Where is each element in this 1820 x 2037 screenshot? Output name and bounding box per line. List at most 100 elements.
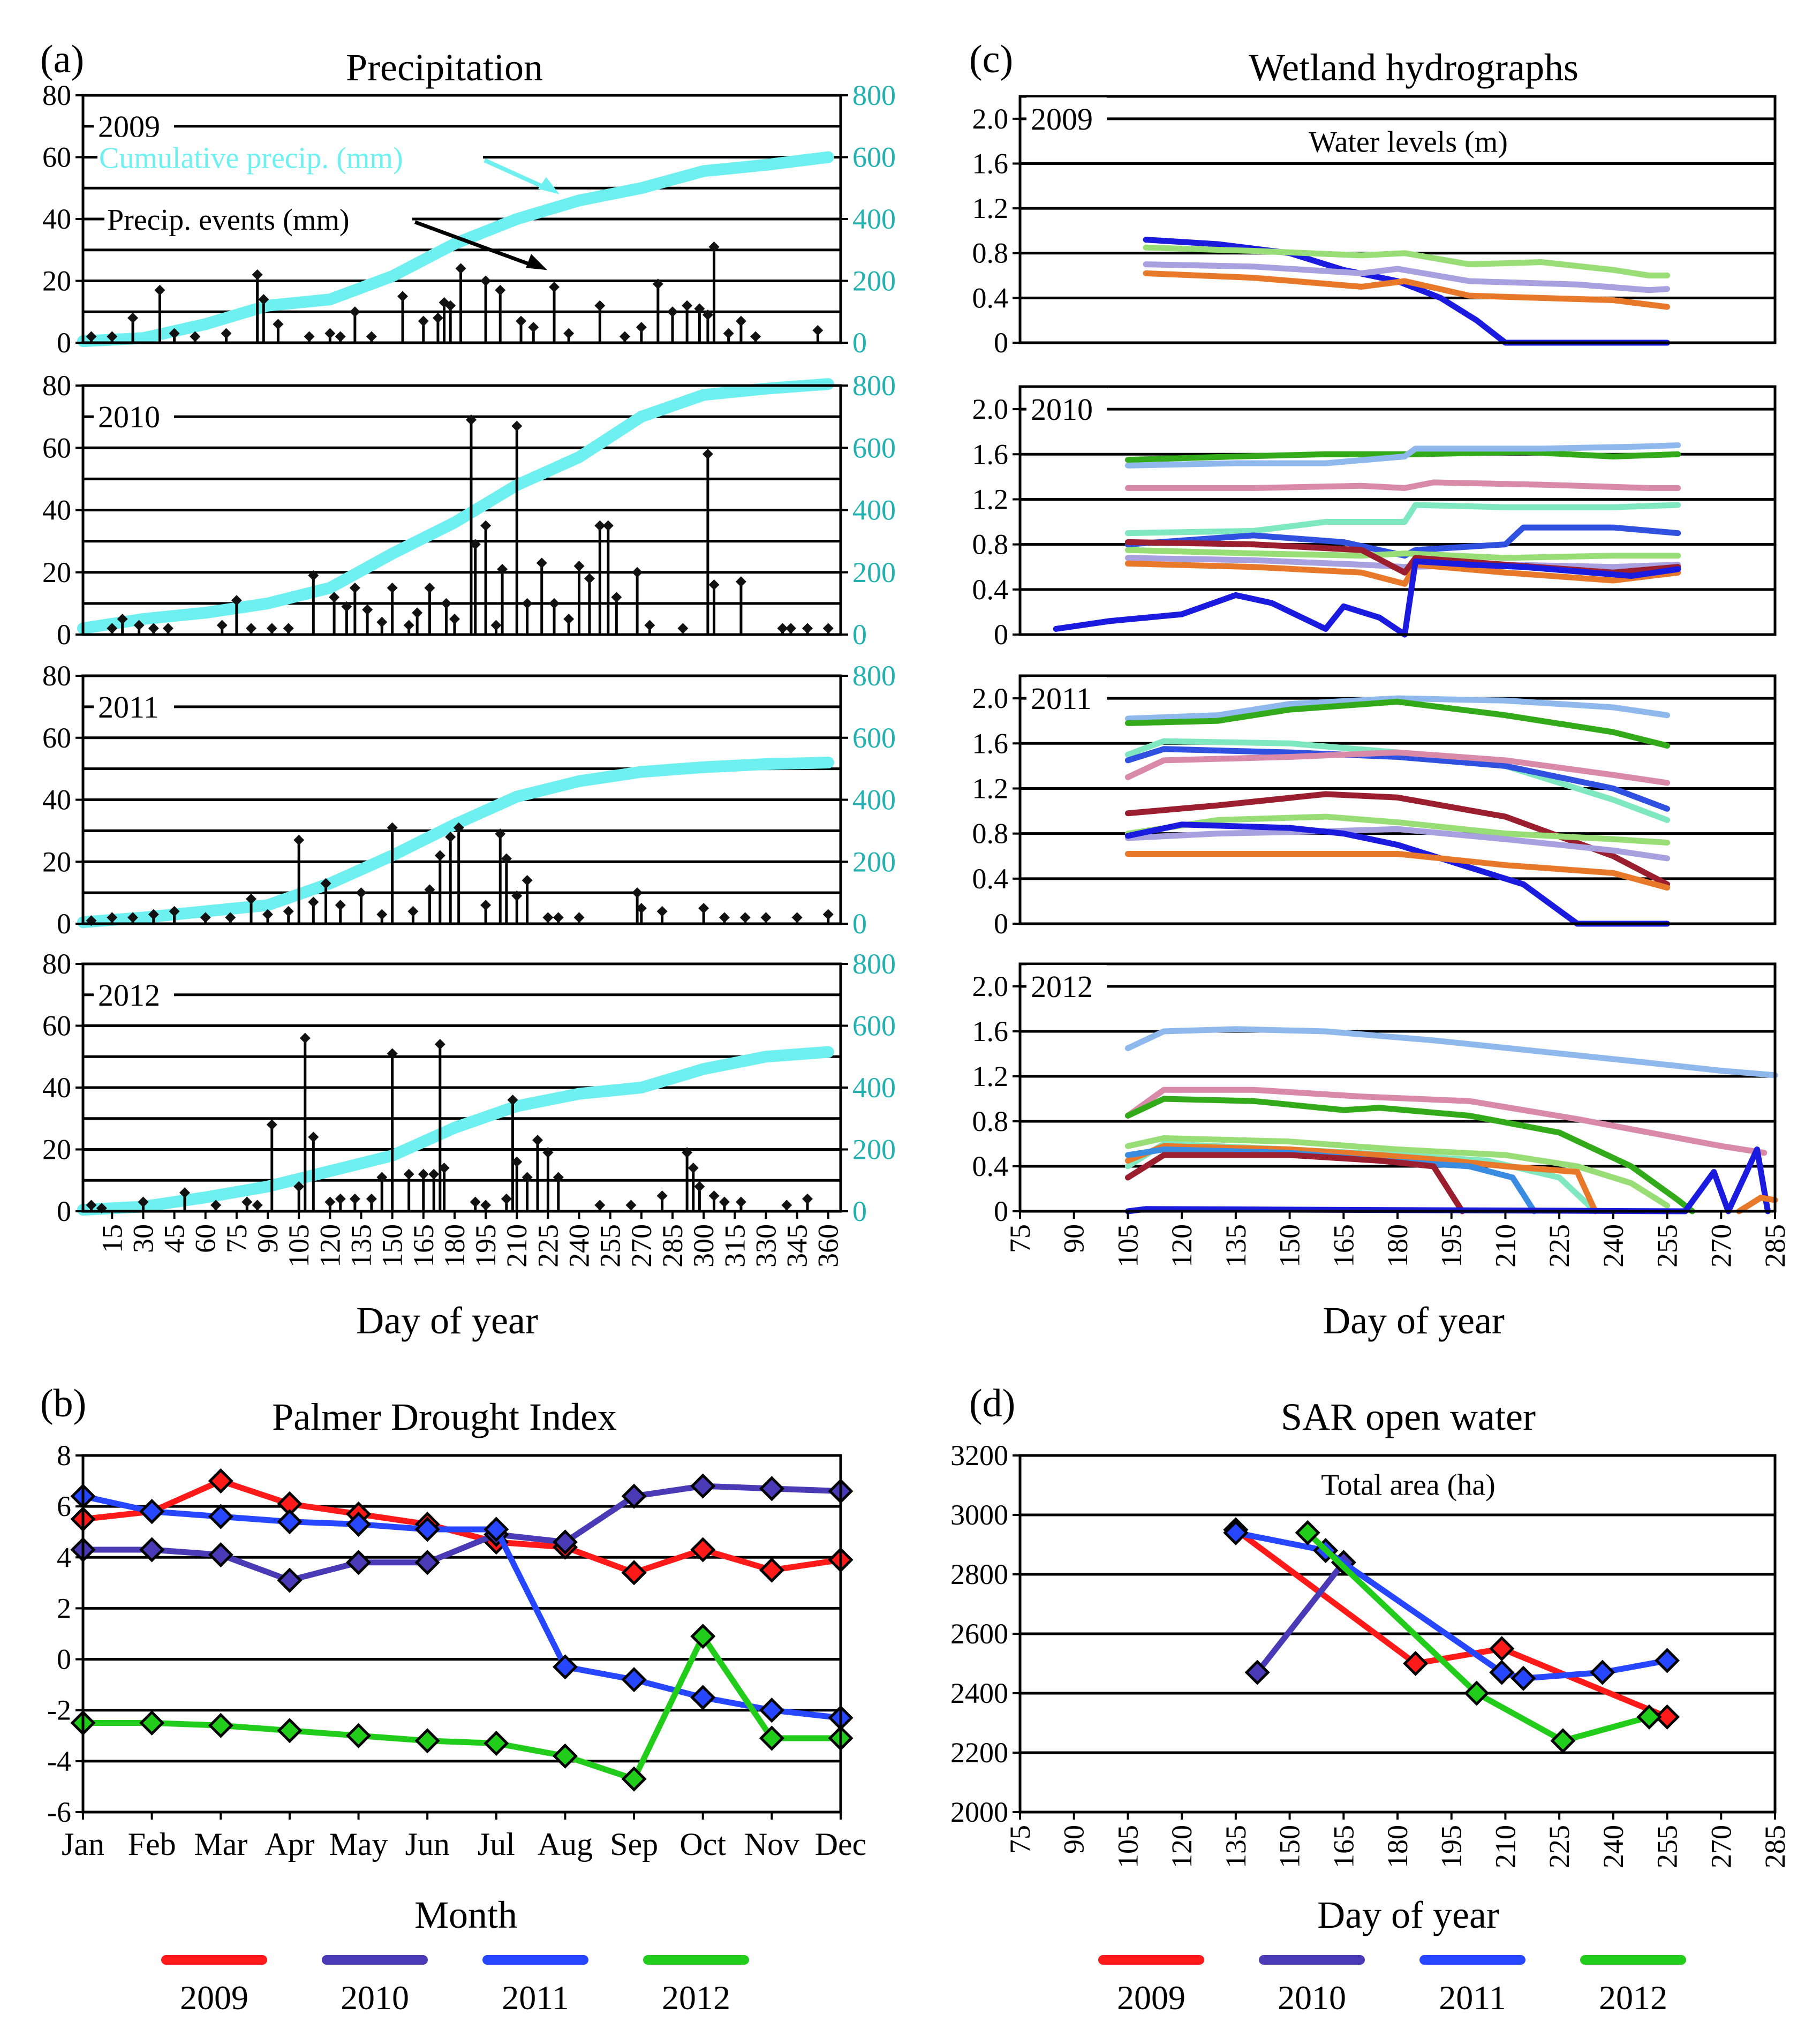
- hydro-ytick-label: 2.0: [972, 682, 1009, 714]
- precip-ytick-right-label: 0: [852, 908, 867, 940]
- precip-xtick-label: 60: [190, 1224, 222, 1253]
- precip-event-marker: [138, 1196, 149, 1208]
- precip-ytick-left-label: 60: [42, 1010, 71, 1042]
- hydro-frame: [1018, 95, 1777, 344]
- precip-event-marker: [812, 325, 824, 336]
- hydro-ytick-label: 0.8: [972, 237, 1009, 269]
- precip-event-marker: [403, 1168, 414, 1180]
- callout-bg: [97, 137, 483, 172]
- precip-xtick-label: 165: [407, 1224, 440, 1268]
- precip-ytick-right-label: 800: [852, 369, 896, 402]
- panel-b-title: Palmer Drought Index: [272, 1395, 617, 1438]
- precip-ytick-right-label: 600: [852, 141, 896, 173]
- precip-ytick-right-label: 600: [852, 722, 896, 754]
- precip-event-marker: [781, 1199, 792, 1211]
- water-levels-label: Water levels (m): [1309, 126, 1508, 159]
- precip-event-marker: [335, 900, 346, 911]
- hydrograph-line-2012-1: [1124, 1026, 1778, 1078]
- precip-xtick-label: 300: [688, 1224, 720, 1268]
- pdi-ytick-label: 2: [57, 1592, 71, 1624]
- precip-event-marker: [549, 282, 560, 293]
- pdi-xtick-label: Aug: [538, 1827, 593, 1862]
- sar-xtick-label: 240: [1597, 1825, 1629, 1868]
- panel-c-title: Wetland hydrographs: [1249, 46, 1579, 89]
- precip-event-marker: [480, 1199, 492, 1211]
- precip-event-marker: [349, 306, 360, 318]
- precip-event-marker: [682, 1147, 693, 1158]
- hydrograph-line-2012-4: [1124, 1135, 1671, 1209]
- hydro-xtick-label: 105: [1112, 1224, 1144, 1268]
- precip-event-marker: [723, 328, 734, 339]
- precip-event-marker: [750, 331, 761, 342]
- precip-event-marker: [636, 322, 647, 333]
- precip-event-marker: [439, 1163, 450, 1174]
- precip-event-marker: [169, 328, 180, 339]
- hydro-year-label: 2011: [1031, 681, 1092, 716]
- pdi-line-2012: [83, 1633, 841, 1782]
- precip-year-label: 2012: [98, 978, 160, 1013]
- hydrograph-line-2010-3: [1124, 479, 1681, 491]
- precip-event-marker: [553, 1172, 564, 1183]
- precip-event-marker: [802, 1193, 813, 1204]
- hydro-xtick-label: 150: [1274, 1224, 1306, 1268]
- static-layer: (a) Precipitation Day of year (c) Wetlan…: [40, 37, 1579, 1936]
- hydro-ytick-label: 0.8: [972, 529, 1009, 561]
- hydrograph-line-2011-2: [1124, 698, 1671, 749]
- pdi-marker-2012: [621, 1766, 647, 1792]
- precip-event-marker: [553, 912, 564, 923]
- precip-xtick-label: 45: [158, 1224, 191, 1253]
- pdi-marker-2011: [759, 1698, 784, 1723]
- pdi-ytick-label: 8: [57, 1439, 71, 1472]
- precip-event-marker: [407, 906, 419, 917]
- hydrograph-line-2009-3: [1143, 261, 1671, 293]
- precip-ytick-left-label: 40: [42, 784, 71, 816]
- hydrograph-line-2011-8: [1124, 826, 1671, 862]
- precip-event-marker: [777, 623, 788, 634]
- hydro-ytick-label: 1.2: [972, 1060, 1009, 1092]
- precip-event-marker: [231, 595, 242, 606]
- precip-event-marker: [283, 906, 294, 917]
- precip-event-marker: [133, 620, 145, 631]
- precip-event-marker: [532, 1135, 543, 1146]
- precip-event-marker: [107, 912, 118, 923]
- precip-event-marker: [320, 878, 331, 889]
- hydro-year-label: 2009: [1031, 102, 1093, 137]
- hydrograph-line-2010-8: [1124, 560, 1681, 587]
- hydro-ytick-label: 0.4: [972, 282, 1009, 314]
- precip-event-marker: [511, 420, 523, 432]
- precip-event-marker: [719, 1196, 730, 1208]
- hydro-ytick-label: 1.6: [972, 438, 1009, 470]
- hydro-ytick-label: 1.2: [972, 772, 1009, 804]
- sar-marker-2011: [1655, 1648, 1680, 1673]
- pdi-marker-2010: [690, 1473, 716, 1499]
- sar-marker-2011: [1590, 1659, 1615, 1685]
- sar-marker-2009: [1655, 1704, 1680, 1730]
- legend-label-2012: 2012: [662, 1979, 730, 2017]
- pdi-marker-2010: [621, 1483, 647, 1509]
- cumulative-callout-arrow: [484, 158, 547, 190]
- precip-event-marker: [480, 275, 492, 286]
- pdi-marker-2009: [621, 1560, 647, 1586]
- precip-event-marker: [117, 613, 128, 624]
- precip-event-marker: [262, 909, 274, 920]
- precip-ytick-left-label: 40: [42, 1072, 71, 1104]
- sar-xtick-label: 210: [1489, 1825, 1521, 1868]
- precip-event-marker: [549, 598, 560, 609]
- precip-event-marker: [412, 607, 423, 618]
- hydrograph-line-2009-2: [1143, 244, 1671, 279]
- precip-event-marker: [424, 582, 435, 593]
- precip-event-marker: [376, 616, 388, 628]
- year-label-bg: [1026, 965, 1107, 998]
- hydrograph-line-2011-1: [1124, 695, 1671, 722]
- precip-xtick-label: 210: [501, 1224, 533, 1268]
- pdi-marker-2012: [277, 1718, 303, 1744]
- precip-event-marker: [210, 1199, 222, 1211]
- precip-event-marker: [190, 331, 201, 342]
- precip-event-marker: [449, 613, 460, 624]
- year-label-bg: [1026, 677, 1107, 711]
- hydro-xtick-label: 75: [1004, 1224, 1036, 1253]
- precip-event-marker: [86, 331, 97, 342]
- hydrograph-line-2010-4: [1124, 502, 1681, 537]
- pdi-marker-2009: [759, 1557, 784, 1583]
